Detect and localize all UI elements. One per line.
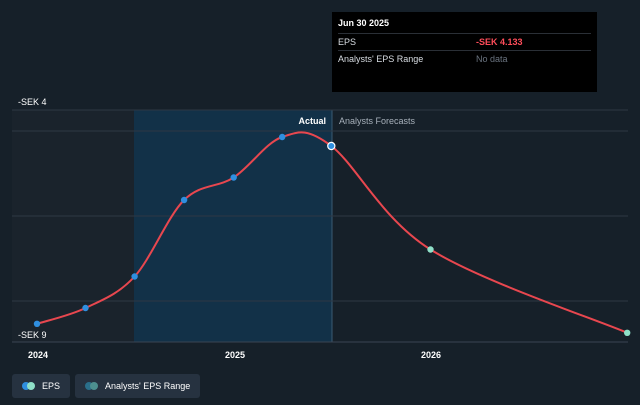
grid bbox=[12, 109, 628, 343]
eps-data-point[interactable] bbox=[180, 196, 188, 204]
forecast-data-point[interactable] bbox=[427, 246, 434, 253]
tooltip-row-eps: EPS -SEK 4.133 bbox=[338, 33, 591, 50]
tooltip-range-value: No data bbox=[476, 54, 508, 64]
range-legend-icon bbox=[85, 382, 99, 390]
eps-data-point[interactable] bbox=[327, 141, 336, 151]
actual-band bbox=[134, 110, 332, 342]
eps-data-point[interactable] bbox=[82, 304, 89, 312]
tooltip-date: Jun 30 2025 bbox=[338, 18, 390, 28]
tooltip-row-range: Analysts' EPS Range No data bbox=[338, 50, 591, 67]
y-tick-label-bottom: -SEK 9 bbox=[18, 330, 47, 340]
eps-data-point[interactable] bbox=[131, 273, 138, 280]
chart-legend: EPS Analysts' EPS Range bbox=[12, 374, 201, 398]
x-tick-label-2026: 2026 bbox=[421, 350, 441, 360]
tooltip-range-label: Analysts' EPS Range bbox=[338, 54, 424, 64]
forecast-data-point[interactable] bbox=[624, 329, 631, 336]
actual-section-label: Actual bbox=[298, 116, 326, 126]
y-tick-label-top: -SEK 4 bbox=[18, 97, 47, 107]
hover-tooltip: Jun 30 2025 EPS -SEK 4.133 Analysts' EPS… bbox=[332, 12, 597, 92]
tooltip-eps-label: EPS bbox=[338, 37, 357, 47]
past-background bbox=[12, 110, 134, 342]
legend-eps-label: EPS bbox=[42, 381, 61, 391]
x-tick-label-2025: 2025 bbox=[225, 350, 245, 360]
x-tick-label-2024: 2024 bbox=[28, 350, 48, 360]
forecast-section-label: Analysts Forecasts bbox=[339, 116, 416, 126]
eps-data-point[interactable] bbox=[230, 174, 237, 181]
eps-series-points bbox=[33, 133, 631, 336]
legend-eps-button[interactable]: EPS bbox=[12, 374, 71, 398]
legend-range-button[interactable]: Analysts' EPS Range bbox=[75, 374, 201, 398]
tooltip-eps-value: -SEK 4.133 bbox=[476, 37, 523, 47]
legend-range-label: Analysts' EPS Range bbox=[105, 381, 191, 391]
eps-legend-icon bbox=[22, 382, 36, 390]
eps-data-point[interactable] bbox=[33, 320, 41, 327]
eps-data-point[interactable] bbox=[279, 133, 286, 141]
